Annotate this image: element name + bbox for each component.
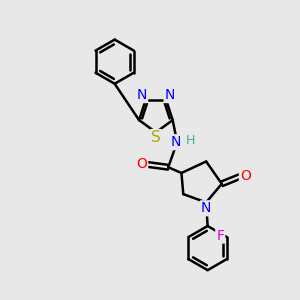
Text: N: N — [201, 201, 211, 215]
Text: O: O — [240, 169, 251, 183]
Text: O: O — [136, 157, 147, 171]
Text: H: H — [185, 134, 195, 147]
Text: S: S — [151, 130, 161, 145]
Text: F: F — [216, 229, 224, 243]
Text: N: N — [170, 135, 181, 149]
Text: N: N — [137, 88, 147, 102]
Text: N: N — [165, 88, 175, 102]
